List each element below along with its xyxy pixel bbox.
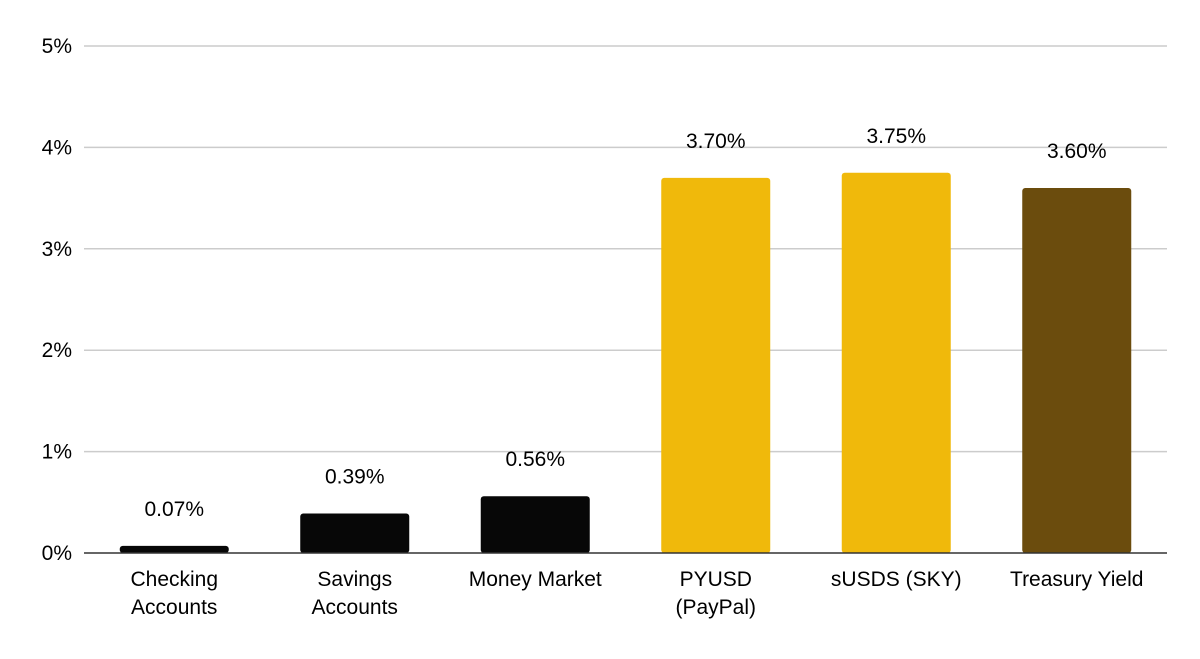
- data-label: 3.75%: [866, 125, 926, 148]
- x-category-label-line: Accounts: [312, 596, 398, 619]
- data-label: 3.70%: [686, 130, 746, 153]
- x-category-label-line: Accounts: [131, 596, 217, 619]
- y-tick-label: 4%: [42, 136, 72, 159]
- bar: [119, 545, 229, 553]
- data-label: 3.60%: [1047, 140, 1107, 163]
- data-labels: 0.07% 0.39% 0.56% 3.70% 3.75% 3.60%: [144, 125, 1106, 521]
- x-category-label-line: Treasury Yield: [1010, 568, 1143, 591]
- bar: [300, 513, 410, 553]
- y-tick-label: 1%: [42, 441, 72, 464]
- bar: [480, 496, 590, 553]
- x-category-label-line: Savings: [317, 568, 392, 591]
- y-tick-label: 0%: [42, 542, 72, 565]
- x-category-label: sUSDS (SKY): [831, 568, 962, 591]
- x-category-label: Checking Accounts: [130, 568, 218, 619]
- x-category-label-line: PYUSD: [680, 568, 752, 591]
- x-category-label: Money Market: [469, 568, 602, 591]
- y-tick-label: 5%: [42, 35, 72, 58]
- x-category-label: Treasury Yield: [1010, 568, 1143, 591]
- bars: [119, 172, 1132, 553]
- x-category-label-line: Checking: [130, 568, 218, 591]
- x-category-label: PYUSD (PayPal): [675, 568, 756, 619]
- x-axis-categories: Checking Accounts Savings Accounts Money Mar…: [130, 568, 1143, 619]
- x-category-label: Savings Accounts: [312, 568, 398, 619]
- gridlines: [84, 45, 1167, 453]
- x-category-label-line: (PayPal): [675, 596, 756, 619]
- y-tick-label: 2%: [42, 339, 72, 362]
- x-category-label-line: Money Market: [469, 568, 602, 591]
- y-tick-label: 3%: [42, 238, 72, 261]
- data-label: 0.56%: [505, 448, 565, 471]
- bar: [661, 177, 771, 553]
- bar: [841, 172, 951, 553]
- y-axis-ticks: 0% 1% 2% 3% 4% 5%: [42, 35, 72, 565]
- bar: [1022, 187, 1132, 553]
- data-label: 0.39%: [325, 465, 385, 488]
- x-category-label-line: sUSDS (SKY): [831, 568, 962, 591]
- data-label: 0.07%: [144, 498, 204, 521]
